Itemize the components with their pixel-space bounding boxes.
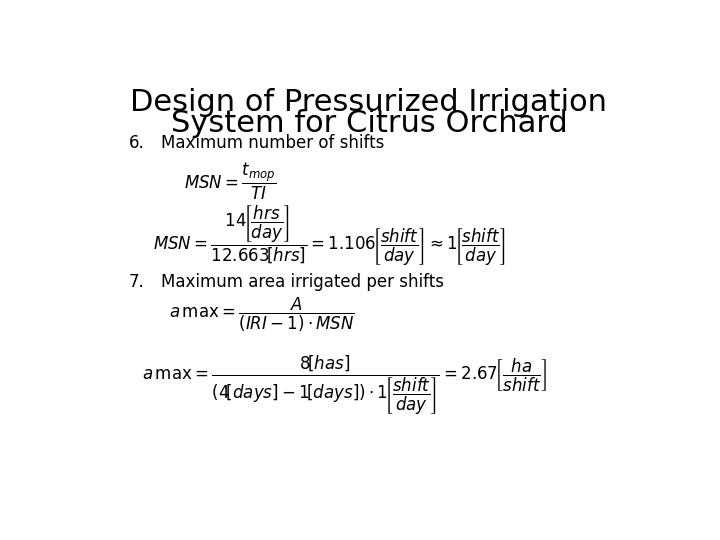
Text: Design of Pressurized Irrigation: Design of Pressurized Irrigation: [130, 88, 608, 117]
Text: Maximum area irrigated per shifts: Maximum area irrigated per shifts: [161, 273, 444, 291]
Text: 7.: 7.: [129, 273, 145, 291]
Text: System for Citrus Orchard: System for Citrus Orchard: [171, 110, 567, 138]
Text: $a\,\mathrm{max} = \dfrac{A}{(\mathit{IRI}-1)\cdot \mathit{MSN}}$: $a\,\mathrm{max} = \dfrac{A}{(\mathit{IR…: [168, 296, 355, 334]
Text: $a\,\mathrm{max} = \dfrac{8\!\left[\mathit{has}\right]}{\left(4\!\left[\mathit{d: $a\,\mathrm{max} = \dfrac{8\!\left[\math…: [142, 354, 547, 417]
Text: 6.: 6.: [129, 134, 145, 152]
Text: $\mathit{MSN} = \dfrac{14\!\left[\dfrac{\mathit{hrs}}{\mathit{day}}\right]}{12.6: $\mathit{MSN} = \dfrac{14\!\left[\dfrac{…: [153, 204, 506, 268]
Text: Maximum number of shifts: Maximum number of shifts: [161, 134, 384, 152]
Text: $\mathit{MSN} = \dfrac{t_{mop}}{TI}$: $\mathit{MSN} = \dfrac{t_{mop}}{TI}$: [184, 161, 276, 202]
